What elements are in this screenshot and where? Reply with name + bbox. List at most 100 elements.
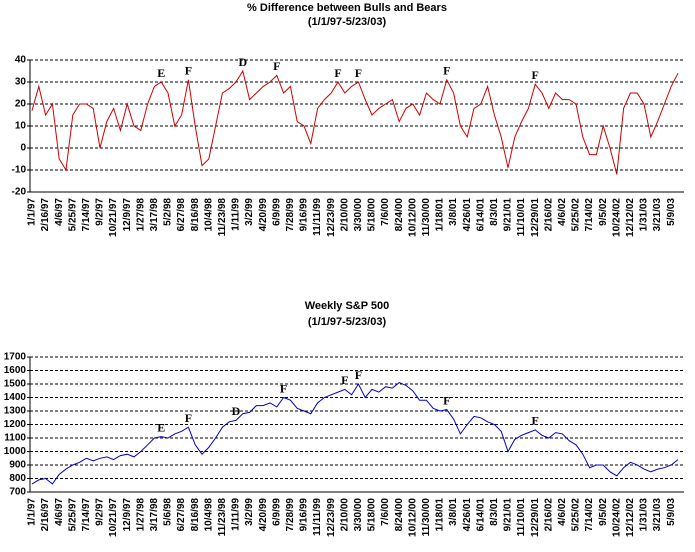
x-tick-label: 12/23/99: [326, 498, 337, 537]
annotation: F: [443, 64, 450, 78]
x-tick-label: 11/10/01: [516, 198, 527, 237]
x-tick-label: 1/11/99: [231, 198, 242, 231]
x-tick-label: 3/8/01: [448, 198, 459, 226]
x-tick-label: 10/21/97: [108, 498, 119, 537]
x-tick-label: 11/11/99: [312, 198, 323, 236]
y-tick-label: 900: [9, 460, 26, 471]
x-tick-label: 1/31/03: [639, 498, 650, 532]
chart-title: % Difference between Bulls and Bears: [247, 2, 447, 14]
x-tick-label: 2/16/02: [543, 498, 554, 532]
y-tick-label: -20: [12, 187, 27, 198]
annotation: F: [280, 381, 287, 395]
x-tick-label: 9/16/99: [299, 198, 310, 232]
annotation: D: [238, 55, 247, 69]
x-tick-label: 4/6/97: [54, 198, 65, 226]
x-tick-label: 5/18/00: [367, 498, 378, 532]
x-tick-label: 5/25/02: [571, 498, 582, 532]
x-tick-label: 2/10/00: [339, 498, 350, 532]
annotation: F: [273, 59, 280, 73]
y-tick-label: -10: [12, 165, 27, 176]
x-tick-label: 11/11/99: [312, 498, 323, 536]
x-tick-label: 4/26/01: [462, 498, 473, 532]
x-tick-label: 1/18/01: [435, 198, 446, 232]
x-tick-label: 6/27/98: [176, 198, 187, 232]
x-tick-label: 9/2/97: [95, 198, 106, 226]
x-tick-label: 3/8/01: [448, 498, 459, 526]
x-tick-label: 4/20/99: [258, 198, 269, 232]
x-tick-label: 10/12/00: [407, 198, 418, 237]
y-tick-label: 20: [15, 99, 27, 110]
chart: % Difference between Bulls and Bears (1/1…: [12, 2, 684, 237]
x-tick-label: 1/27/98: [135, 498, 146, 532]
annotation: F: [334, 66, 341, 80]
x-tick-label: 10/24/02: [611, 198, 622, 237]
x-tick-label: 12/12/02: [625, 198, 636, 237]
x-tick-label: 9/21/01: [503, 198, 514, 232]
x-tick-label: 1/1/97: [27, 198, 38, 226]
x-tick-label: 10/21/97: [108, 198, 119, 237]
x-tick-label: 8/16/98: [190, 198, 201, 232]
x-tick-label: 12/29/01: [530, 198, 541, 237]
x-tick-label: 1/31/03: [639, 198, 650, 232]
x-tick-label: 6/27/98: [176, 498, 187, 532]
x-tick-label: 8/24/00: [394, 198, 405, 232]
x-tick-label: 10/24/02: [611, 498, 622, 537]
x-tick-label: 10/12/00: [407, 498, 418, 537]
x-tick-label: 7/14/02: [584, 198, 595, 232]
annotation: F: [443, 393, 450, 407]
x-tick-label: 3/30/00: [353, 198, 364, 232]
annotation: F: [355, 368, 362, 382]
x-tick-label: 12/12/02: [625, 498, 636, 537]
x-tick-label: 3/17/98: [149, 498, 160, 532]
annotation: F: [532, 68, 539, 82]
x-tick-label: 1/18/01: [435, 498, 446, 532]
y-tick-label: 1000: [4, 446, 27, 457]
annotation: E: [157, 66, 165, 80]
x-tick-label: 11/23/98: [217, 498, 228, 537]
x-tick-label: 4/6/02: [557, 198, 568, 226]
x-tick-label: 5/2/98: [163, 198, 174, 226]
x-tick-label: 7/14/02: [584, 498, 595, 532]
y-tick-label: 1200: [4, 419, 27, 430]
x-tick-label: 8/3/01: [489, 198, 500, 226]
x-tick-label: 11/30/00: [421, 198, 432, 237]
x-tick-label: 3/21/03: [652, 498, 663, 532]
x-tick-label: 1/11/99: [231, 498, 242, 531]
x-tick-label: 6/9/99: [271, 198, 282, 226]
x-tick-label: 7/6/00: [380, 198, 391, 226]
x-tick-label: 11/10/01: [516, 498, 527, 537]
y-tick-label: 1100: [4, 433, 26, 444]
x-tick-label: 12/9/97: [122, 198, 133, 232]
y-tick-label: 800: [9, 473, 26, 484]
x-tick-label: 8/24/00: [394, 498, 405, 532]
x-tick-label: 11/23/98: [217, 198, 228, 237]
x-tick-label: 3/30/00: [353, 498, 364, 532]
annotation: F: [185, 64, 192, 78]
x-tick-label: 8/16/98: [190, 498, 201, 532]
annotation: F: [355, 66, 362, 80]
y-tick-label: 1700: [4, 352, 27, 363]
y-tick-label: 40: [15, 55, 27, 66]
y-tick-label: 10: [15, 121, 27, 132]
x-tick-label: 2/16/97: [40, 498, 51, 532]
chart: Weekly S&P 500 (1/1/97-5/23/03) 700 800 900 1…: [4, 300, 684, 537]
x-tick-label: 5/18/00: [367, 198, 378, 232]
x-tick-label: 8/3/01: [489, 498, 500, 526]
x-tick-label: 5/6/98: [163, 498, 174, 526]
x-tick-label: 12/29/01: [530, 498, 541, 537]
x-tick-label: 3/21/03: [652, 198, 663, 232]
x-tick-label: 9/21/01: [503, 498, 514, 532]
x-tick-label: 5/9/03: [666, 198, 677, 226]
x-tick-label: 9/2/97: [95, 498, 106, 526]
x-tick-label: 12/9/97: [122, 498, 133, 532]
chart-title: Weekly S&P 500: [305, 300, 390, 312]
x-tick-label: 2/16/97: [40, 198, 51, 232]
x-tick-label: 6/14/01: [475, 498, 486, 532]
x-tick-label: 5/9/03: [666, 498, 677, 526]
x-tick-label: 4/20/99: [258, 498, 269, 532]
x-tick-label: 9/5/02: [598, 198, 609, 226]
annotation: F: [341, 373, 348, 387]
annotation: E: [157, 420, 165, 434]
chart-subtitle: (1/1/97-5/23/03): [308, 16, 387, 28]
